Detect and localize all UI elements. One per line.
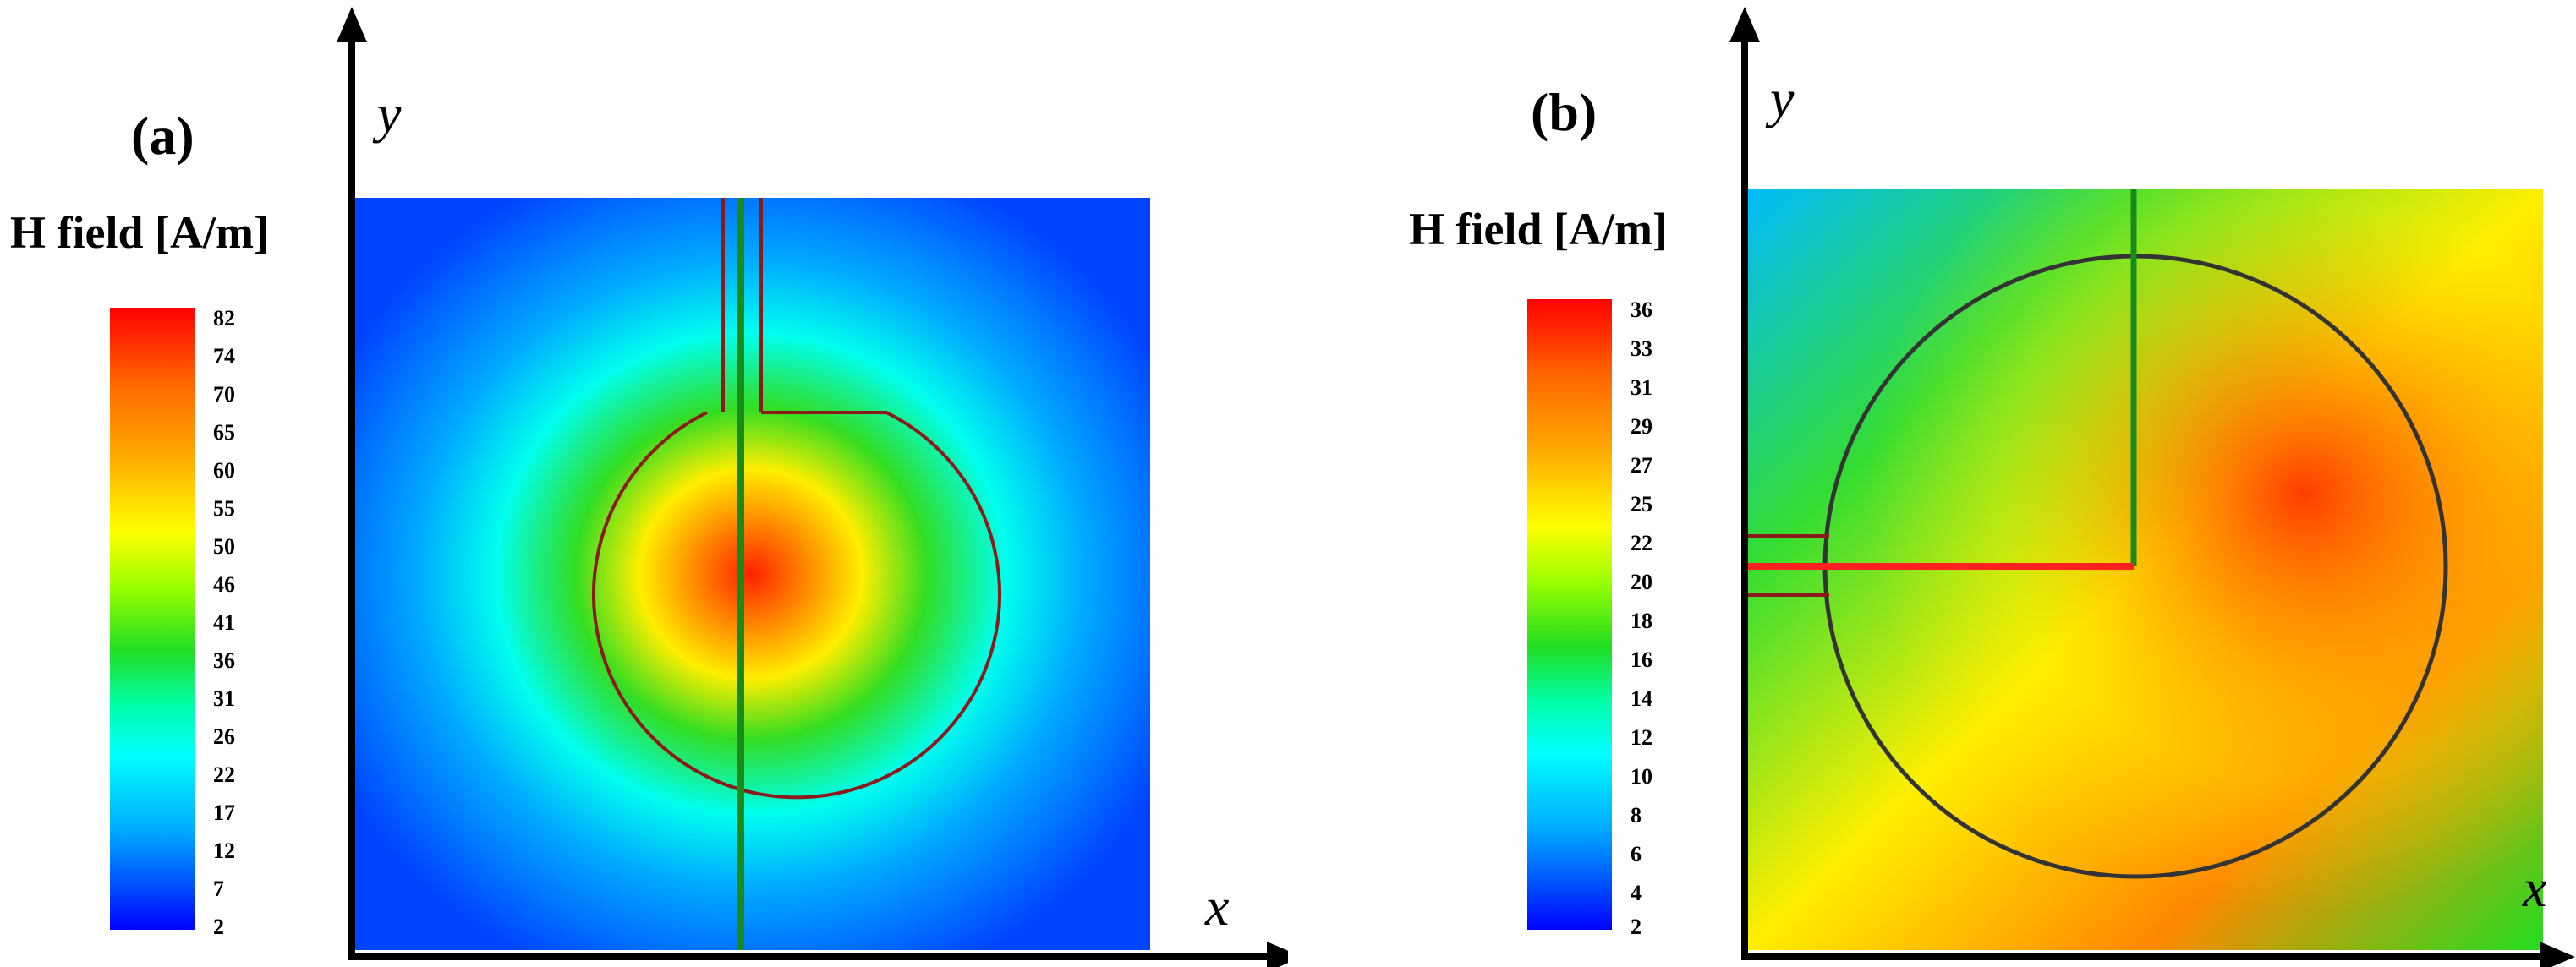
legend-tick-b: 8 xyxy=(1631,803,1642,828)
panel-label-a: (a) xyxy=(131,106,195,166)
legend-tick-b: 29 xyxy=(1631,414,1652,439)
colorbar-b xyxy=(1527,299,1612,930)
legend-tick-a: 2 xyxy=(213,915,224,939)
antenna-feed-b xyxy=(1745,534,1829,597)
legend-tick-b: 33 xyxy=(1631,336,1652,361)
x-axis-arrow-b xyxy=(2540,942,2575,967)
x-axis-label-b: x xyxy=(2523,858,2547,918)
y-axis-arrow-a xyxy=(337,7,367,42)
legend-tick-a: 17 xyxy=(213,800,235,825)
legend-tick-b: 10 xyxy=(1631,764,1652,789)
field-plot-b xyxy=(1729,7,2575,967)
legend-tick-b: 6 xyxy=(1631,842,1642,866)
legend-tick-b: 27 xyxy=(1631,453,1652,478)
y-axis-label-a: y xyxy=(377,84,402,144)
legend-tick-a: 65 xyxy=(213,420,235,445)
legend-title-b: H field [A/m] xyxy=(1409,204,1668,254)
legend-tick-a: 82 xyxy=(213,306,235,331)
legend-tick-b: 31 xyxy=(1631,375,1652,400)
field-map-a xyxy=(352,198,1150,950)
legend-tick-a: 31 xyxy=(213,686,235,711)
legend-tick-a: 12 xyxy=(213,839,235,863)
panel-a: (a) H field [A/m] 82 74 70 65 60 55 50 4… xyxy=(10,7,1288,967)
legend-tick-a: 50 xyxy=(213,534,235,559)
legend-tick-b: 36 xyxy=(1631,298,1652,322)
legend-tick-a: 41 xyxy=(213,610,235,635)
legend-tick-b: 18 xyxy=(1631,609,1652,633)
legend-tick-a: 46 xyxy=(213,572,235,597)
legend-tick-a: 7 xyxy=(213,877,224,901)
legend-tick-b: 2 xyxy=(1631,915,1642,939)
colorbar-a xyxy=(110,308,195,930)
legend-tick-a: 36 xyxy=(213,648,235,673)
legend-tick-a: 55 xyxy=(213,496,235,521)
antenna-loop-a xyxy=(592,411,1001,800)
x-axis-arrow-a xyxy=(1267,942,1288,967)
panel-label-b: (b) xyxy=(1531,82,1598,142)
antenna-feed-a xyxy=(721,198,763,412)
y-axis-label-b: y xyxy=(1770,68,1795,128)
y-axis-arrow-b xyxy=(1729,7,1760,42)
field-plot-a xyxy=(337,7,1288,967)
legend-tick-a: 60 xyxy=(213,458,235,483)
legend-tick-a: 22 xyxy=(213,762,235,787)
legend-tick-b: 14 xyxy=(1631,686,1652,711)
legend-tick-a: 26 xyxy=(213,724,235,749)
legend-title-a: H field [A/m] xyxy=(10,207,269,258)
legend-tick-b: 16 xyxy=(1631,647,1652,672)
panel-b: (b) H field [A/m] 36 33 31 29 27 25 22 2… xyxy=(1288,0,2576,967)
legend-tick-b: 20 xyxy=(1631,570,1652,594)
legend-tick-b: 12 xyxy=(1631,725,1652,750)
legend-tick-a: 74 xyxy=(213,344,235,369)
legend-tick-b: 4 xyxy=(1631,881,1642,905)
legend-tick-b: 22 xyxy=(1631,531,1652,555)
legend-tick-a: 70 xyxy=(213,382,235,407)
x-axis-label-a: x xyxy=(1205,877,1230,937)
legend-tick-b: 25 xyxy=(1631,492,1652,516)
